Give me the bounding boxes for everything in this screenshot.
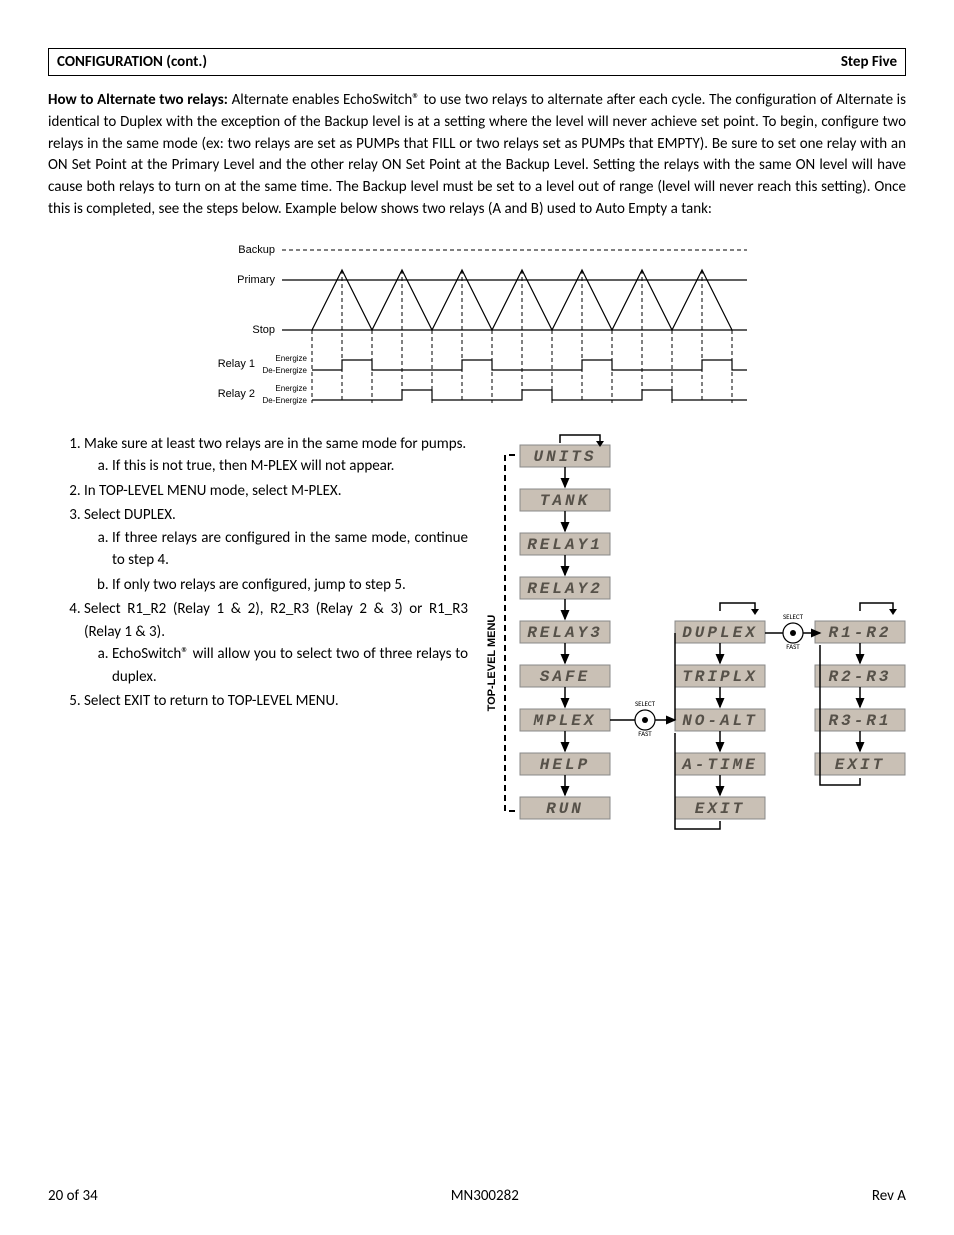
step-1a: If this is not true, then M-PLEX will no…: [112, 455, 468, 478]
lcd-relay3: RELAY3: [520, 621, 610, 643]
col2-loop: [720, 603, 755, 611]
intro-lead: How to Alternate two relays:: [48, 91, 228, 109]
step-1: Make sure at least two relays are in the…: [84, 433, 468, 478]
lcd-r2-r3: R2-R3: [815, 665, 905, 687]
lcd-relay2: RELAY2: [520, 577, 610, 599]
svg-text:SELECT: SELECT: [635, 699, 656, 708]
td-guides: [312, 270, 732, 403]
menu-col3: R1-R2 R2-R3 R3-R1 EXIT: [815, 621, 905, 775]
td-backup-label: Backup: [238, 244, 275, 256]
td-primary-label: Primary: [237, 274, 275, 286]
lcd-mplex: MPLEX: [520, 709, 610, 731]
svg-text:DUPLEX: DUPLEX: [682, 624, 758, 642]
lcd-duplex: DUPLEX: [675, 621, 765, 643]
lcd-relay1: RELAY1: [520, 533, 610, 555]
td-r1-en: Energize: [275, 354, 307, 363]
intro-text: Alternate enables EchoSwitch® to use two…: [48, 91, 906, 218]
select-button-1: SELECT FAST: [610, 633, 675, 738]
svg-text:UNITS: UNITS: [533, 448, 596, 466]
td-relay1-wave: [312, 360, 747, 370]
page-footer: 20 of 34 MN300282 Rev A: [48, 1187, 906, 1205]
footer-center: MN300282: [451, 1187, 519, 1205]
col3-loop: [860, 603, 893, 611]
step-4a: EchoSwitch® will allow you to select two…: [112, 643, 468, 688]
steps-list: Make sure at least two relays are in the…: [48, 433, 468, 715]
header-right: Step Five: [841, 53, 897, 71]
footer-left: 20 of 34: [48, 1187, 98, 1205]
td-relay2-label: Relay 2: [218, 388, 255, 400]
td-r2-de: De-Energize: [263, 396, 308, 405]
lcd-no-alt: NO-ALT: [675, 709, 765, 731]
intro-paragraph: How to Alternate two relays: Alternate e…: [48, 90, 906, 221]
col1-loop: [560, 435, 600, 443]
td-relay2-wave: [312, 390, 747, 400]
svg-text:RUN: RUN: [546, 800, 584, 818]
svg-text:NO-ALT: NO-ALT: [682, 712, 758, 730]
lcd-units: UNITS: [520, 445, 610, 467]
svg-text:RELAY1: RELAY1: [527, 536, 603, 554]
lcd-run: RUN: [520, 797, 610, 819]
lcd-exit: EXIT: [675, 797, 765, 819]
svg-text:TRIPLX: TRIPLX: [682, 668, 758, 686]
td-r1-de: De-Energize: [263, 366, 308, 375]
select-button-2: SELECT FAST: [765, 612, 820, 651]
lcd-exit: EXIT: [815, 753, 905, 775]
svg-text:RELAY3: RELAY3: [527, 624, 603, 642]
step-5: Select EXIT to return to TOP-LEVEL MENU.: [84, 690, 468, 713]
svg-text:TANK: TANK: [540, 492, 590, 510]
menu-col2: DUPLEX TRIPLX NO-ALT A-TIME EXIT: [675, 621, 765, 819]
lcd-help: HELP: [520, 753, 610, 775]
lcd-tank: TANK: [520, 489, 610, 511]
svg-text:RELAY2: RELAY2: [527, 580, 603, 598]
lcd-safe: SAFE: [520, 665, 610, 687]
td-relay1-label: Relay 1: [218, 358, 255, 370]
svg-text:HELP: HELP: [540, 756, 590, 774]
footer-right: Rev A: [872, 1187, 906, 1205]
lcd-r1-r2: R1-R2: [815, 621, 905, 643]
step-3: Select DUPLEX. If three relays are confi…: [84, 504, 468, 596]
menu-bracket: [505, 455, 515, 811]
timing-diagram: Backup Primary Stop Relay 1 Relay 2 Ener…: [187, 235, 767, 415]
svg-text:MPLEX: MPLEX: [532, 712, 596, 730]
svg-text:EXIT: EXIT: [835, 756, 885, 774]
td-stop-label: Stop: [252, 324, 275, 336]
menu-col1: UNITS TANK RELAY1 RELAY2 RELAY3 SAFE MPLEX HELP…: [520, 445, 610, 819]
menu-vlabel: TOP-LEVEL MENU: [486, 614, 498, 711]
step-2: In TOP-LEVEL MENU mode, select M-PLEX.: [84, 480, 468, 503]
svg-text:FAST: FAST: [786, 642, 800, 651]
menu-flow-diagram: TOP-LEVEL MENU UNITS TANK RELAY1 RELAY2 RELA…: [484, 433, 906, 833]
step-3b: If only two relays are configured, jump …: [112, 574, 468, 597]
lcd-triplx: TRIPLX: [675, 665, 765, 687]
svg-text:EXIT: EXIT: [695, 800, 745, 818]
svg-text:A-TIME: A-TIME: [681, 756, 758, 774]
header-left: CONFIGURATION (cont.): [57, 53, 207, 71]
section-header: CONFIGURATION (cont.) Step Five: [48, 48, 906, 76]
svg-text:R1-R2: R1-R2: [828, 624, 891, 642]
svg-text:SELECT: SELECT: [783, 612, 804, 621]
svg-text:FAST: FAST: [638, 729, 652, 738]
step-4: Select R1_R2 (Relay 1 & 2), R2_R3 (Relay…: [84, 598, 468, 688]
svg-text:SAFE: SAFE: [540, 668, 590, 686]
svg-text:R3-R1: R3-R1: [828, 712, 891, 730]
lcd-a-time: A-TIME: [675, 753, 765, 775]
lcd-r3-r1: R3-R1: [815, 709, 905, 731]
td-r2-en: Energize: [275, 384, 307, 393]
svg-text:R2-R3: R2-R3: [828, 668, 891, 686]
step-3a: If three relays are configured in the sa…: [112, 527, 468, 572]
